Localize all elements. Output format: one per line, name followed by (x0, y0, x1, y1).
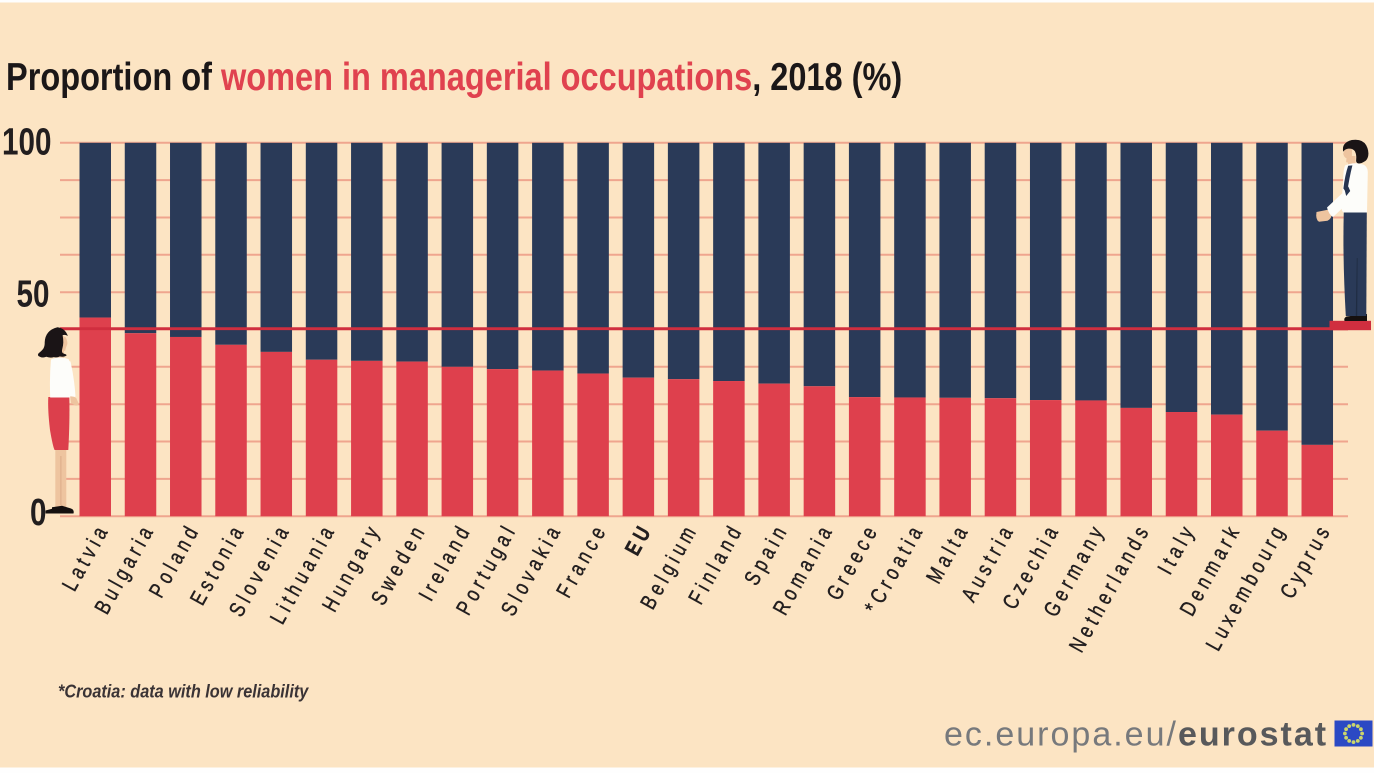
svg-text:100: 100 (2, 121, 51, 163)
svg-text:50: 50 (17, 273, 50, 315)
svg-text:ec.europa.eu/eurostat: ec.europa.eu/eurostat (944, 716, 1328, 754)
svg-text:*Croatia: data with low reliab: *Croatia: data with low reliability (58, 681, 310, 702)
svg-text:Proportion of women in manager: Proportion of women in managerial occupa… (6, 55, 902, 98)
svg-text:0: 0 (30, 492, 46, 534)
